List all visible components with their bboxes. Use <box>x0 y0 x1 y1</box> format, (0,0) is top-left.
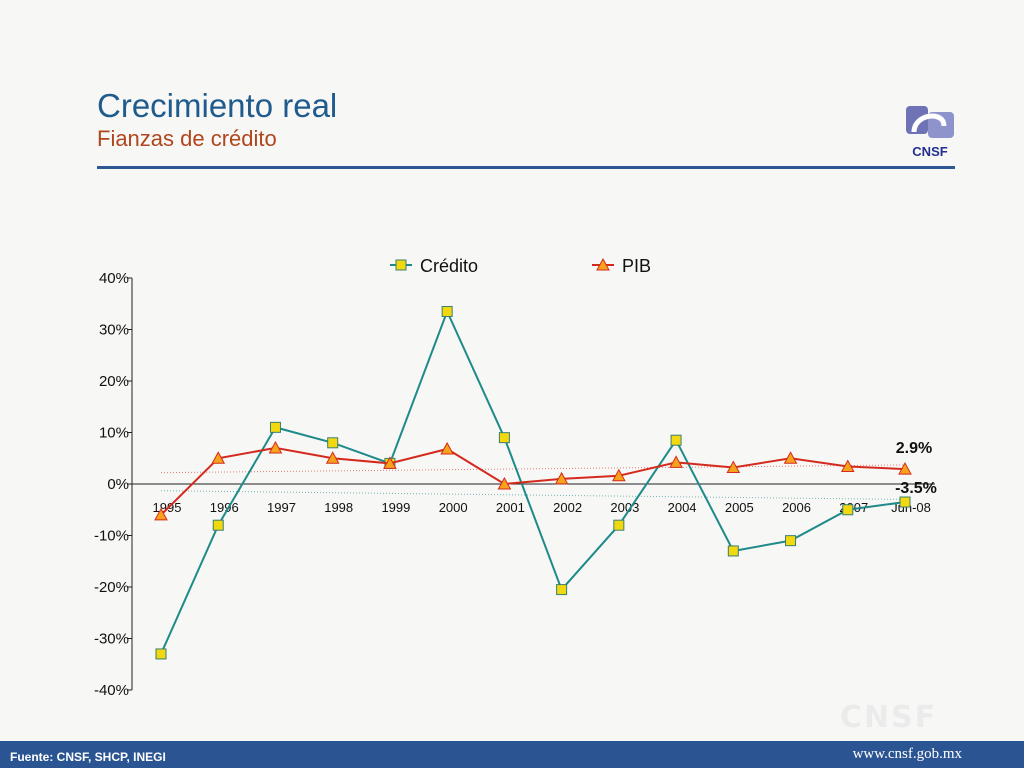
x-tick-label: 2003 <box>610 500 639 515</box>
credito-point <box>727 545 739 557</box>
y-tick-label: -20% <box>94 579 129 596</box>
pib-point <box>726 460 741 474</box>
y-tick-label: 0% <box>107 476 129 493</box>
pib-line <box>160 446 906 516</box>
x-tick-label: 1995 <box>153 500 182 515</box>
credito-legend-label: Crédito <box>420 256 478 276</box>
y-tick-label: 10% <box>99 425 129 442</box>
pib-point <box>497 476 512 490</box>
footer-source: Fuente: CNSF, SHCP, INEGI <box>10 750 166 764</box>
x-tick-label: 1998 <box>324 500 353 515</box>
x-tick-label: 2000 <box>439 500 468 515</box>
pib-point <box>669 455 683 468</box>
pib-end-label: 2.9% <box>896 440 932 457</box>
title-underline <box>97 166 955 169</box>
credito-end-label: -3.5% <box>895 480 937 497</box>
y-tick-label: 20% <box>99 373 129 390</box>
credito-point <box>556 584 568 596</box>
y-tick-label: -30% <box>94 631 129 648</box>
x-tick-label: 1999 <box>381 500 410 515</box>
logo-text: CNSF <box>912 144 947 159</box>
pib-point <box>554 471 569 485</box>
series <box>154 305 912 660</box>
credito-point <box>785 535 797 547</box>
pib-point <box>268 440 283 454</box>
pib-point <box>211 451 226 464</box>
pib-point <box>612 468 626 482</box>
credito-point <box>842 504 854 516</box>
legend: Crédito PIB <box>390 256 651 276</box>
y-tick-label: 40% <box>99 270 129 287</box>
credito-point <box>670 434 682 446</box>
credito-trendline <box>160 490 906 500</box>
x-axis: 1995 1996 1997 1998 1999 2000 2001 2002 2003 2004… <box>132 483 935 515</box>
credito-point <box>212 519 224 531</box>
y-tick-label: -10% <box>94 528 129 545</box>
pib-legend-label: PIB <box>622 256 651 276</box>
x-tick-label: 2004 <box>668 500 697 515</box>
footer-url: www.cnsf.gob.mx <box>852 746 962 762</box>
credito-point <box>441 305 453 317</box>
credito-point <box>899 496 911 508</box>
x-tick-label: 1996 <box>210 500 239 515</box>
credito-point <box>498 432 510 444</box>
pib-point <box>440 441 454 455</box>
x-tick-label: 1997 <box>267 500 296 515</box>
pib-point <box>325 451 340 464</box>
pib-point <box>154 507 168 521</box>
y-tick-label: -40% <box>94 682 129 699</box>
pib-legend-marker <box>596 257 610 271</box>
credito-legend-marker <box>395 259 407 271</box>
slide-title: Crecimiento real <box>97 87 338 124</box>
footer-bar: Fuente: CNSF, SHCP, INEGI www.cnsf.gob.m… <box>0 741 1024 768</box>
logo-swoosh <box>911 113 947 133</box>
cnsf-watermark: CNSF <box>840 700 938 735</box>
pib-point <box>898 462 912 475</box>
pib-point <box>383 456 397 469</box>
credito-point <box>613 519 625 531</box>
credito-point <box>327 437 339 449</box>
slide-subtitle: Fianzas de crédito <box>97 126 277 151</box>
growth-chart: 40%30%20%10%0%-10%-20%-30%-40% 1995 1996 1… <box>94 256 937 699</box>
pib-point <box>783 451 798 464</box>
x-tick-label: 2006 <box>782 500 811 515</box>
credito-point <box>155 648 167 660</box>
end-labels: 2.9% -3.5% <box>895 440 937 497</box>
pib-trendline <box>160 464 906 474</box>
x-tick-label: 2001 <box>496 500 525 515</box>
credito-line <box>160 308 906 655</box>
title-block: Crecimiento real Fianzas de crédito <box>97 86 337 152</box>
x-tick-label: 2002 <box>553 500 582 515</box>
credito-point <box>269 421 281 433</box>
y-tick-label: 30% <box>99 322 129 339</box>
x-tick-label: 2005 <box>725 500 754 515</box>
cnsf-logo: CNSF <box>906 106 954 159</box>
y-axis: 40% 30% 20% 10% 0% -10% -20% -30% -40% <box>94 270 133 699</box>
trendlines <box>160 464 906 500</box>
pib-point <box>840 459 855 472</box>
